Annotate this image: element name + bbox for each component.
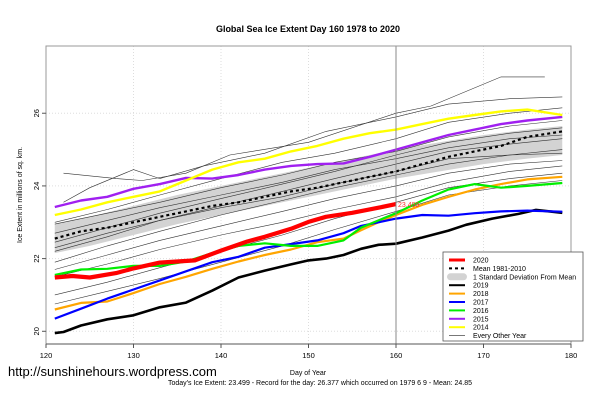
every-other-year-line	[54, 149, 563, 263]
series-line-2017	[54, 209, 563, 320]
x-tick-label: 140	[215, 351, 228, 360]
legend-label: 2014	[473, 325, 489, 332]
x-tick-label: 180	[565, 351, 578, 360]
every-other-year-line	[54, 180, 563, 305]
y-tick-label: 20	[32, 327, 41, 335]
every-other-year-line	[54, 127, 563, 243]
x-tick-label: 170	[477, 351, 490, 360]
series-line-2015	[54, 115, 563, 209]
y-tick-label: 26	[32, 109, 41, 117]
legend-label: Mean 1981-2010	[473, 266, 526, 273]
y-tick-label: 22	[32, 254, 41, 262]
every-other-year-line	[54, 152, 563, 248]
series-layer	[54, 108, 563, 335]
legend-label: 2018	[473, 291, 489, 298]
y-tick-label: 24	[32, 182, 41, 190]
series-line-2020	[54, 202, 397, 280]
every-other-year-line	[54, 160, 563, 270]
legend-label: 2017	[473, 300, 489, 307]
x-tick-label: 150	[302, 351, 315, 360]
today-value-label: 23.499	[398, 202, 420, 209]
every-other-year-line	[54, 120, 563, 225]
series-line-2014	[54, 108, 563, 217]
series-line-2018	[54, 175, 563, 311]
y-axis: 20 22 24 26	[32, 109, 46, 335]
every-other-year-layer	[54, 76, 563, 305]
every-other-year-line	[54, 165, 563, 278]
legend-label: 2015	[473, 316, 489, 323]
every-other-year-line	[54, 107, 563, 223]
legend-label: 2016	[473, 308, 489, 315]
legend-box	[442, 251, 584, 342]
legend-label: Every Other Year	[473, 333, 527, 340]
every-other-year-line	[54, 134, 563, 234]
grid	[45, 46, 572, 344]
legend-label: 1 Standard Deviation From Mean	[473, 274, 576, 281]
x-axis: 120 130 140 150 160 170 180	[40, 343, 578, 360]
x-tick-label: 120	[40, 351, 53, 360]
legend-label: 2019	[473, 283, 489, 290]
every-other-year-line	[63, 96, 563, 203]
chart-title: Global Sea Ice Extent Day 160 1978 to 20…	[216, 24, 400, 34]
every-other-year-line	[63, 76, 545, 181]
every-other-year-line	[54, 138, 563, 252]
footer-stats: Today's Ice Extent: 23.499 - Record for …	[168, 380, 472, 387]
legend-swatch	[447, 273, 467, 281]
legend-label: 2020	[473, 258, 489, 265]
x-tick-label: 160	[390, 351, 403, 360]
series-line-2019	[54, 208, 563, 335]
every-other-year-line	[54, 172, 563, 296]
y-axis-label: Ice Extent in millions of sq. km.	[17, 147, 24, 243]
watermark: http://sunshinehours.wordpress.com	[8, 364, 217, 379]
series-line-mean-1981-2010	[54, 130, 563, 240]
x-axis-label: Day of Year	[290, 370, 327, 377]
x-tick-label: 130	[127, 351, 140, 360]
